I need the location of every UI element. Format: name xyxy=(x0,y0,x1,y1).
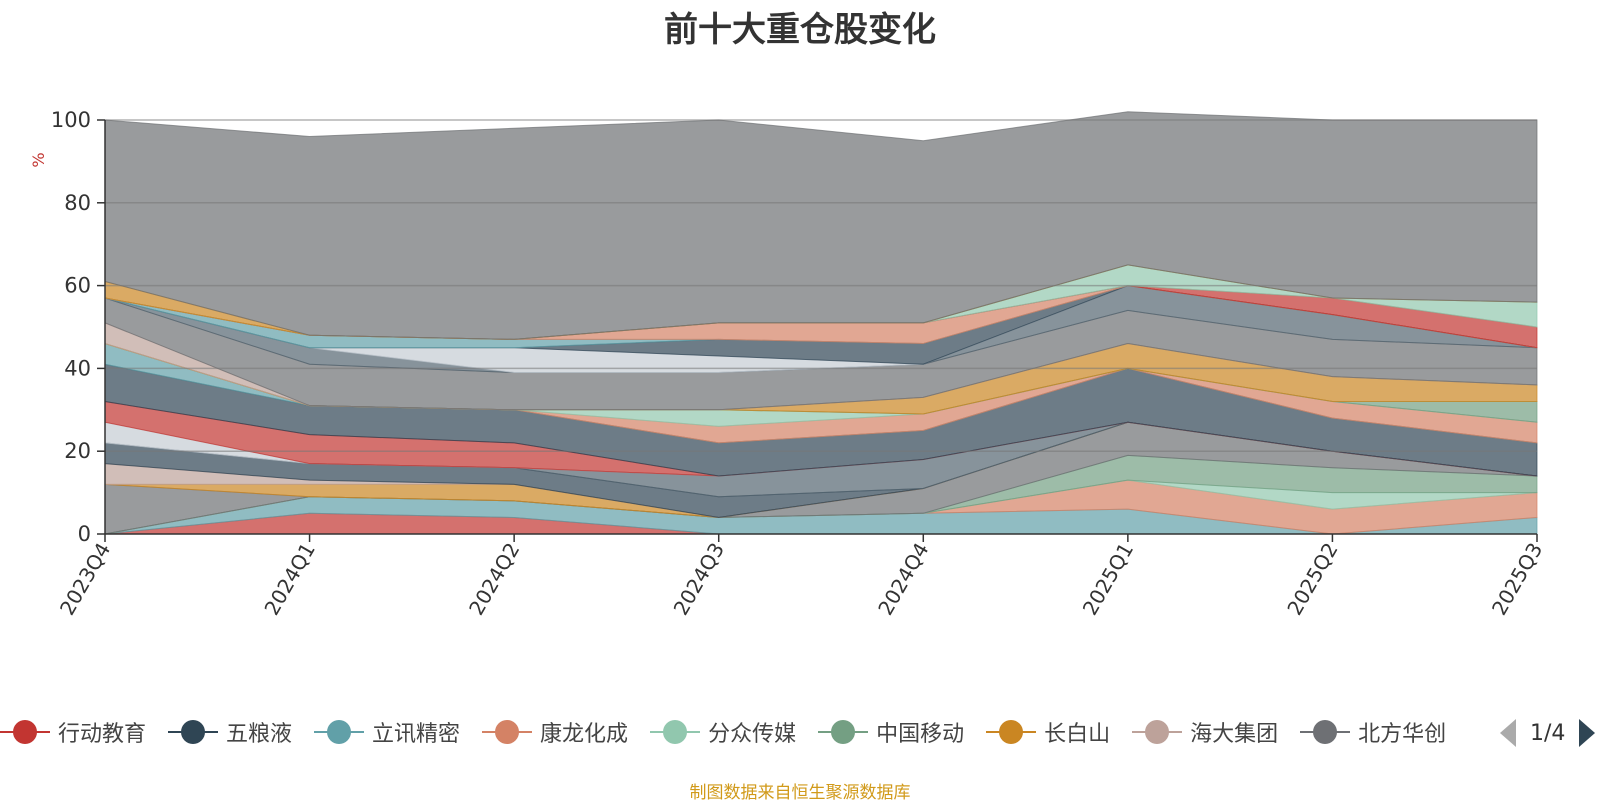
legend-item[interactable]: 康龙化成 xyxy=(482,712,628,752)
legend-item[interactable]: 分众传媒 xyxy=(650,712,796,752)
legend-item[interactable]: 海大集团 xyxy=(1132,712,1278,752)
legend-item[interactable]: 北方华创 xyxy=(1300,712,1446,752)
legend-marker-icon xyxy=(314,717,365,747)
legend-label: 分众传媒 xyxy=(708,722,797,747)
x-tick-label: 2024Q1 xyxy=(259,539,319,620)
x-tick-label: 2025Q2 xyxy=(1282,539,1342,620)
y-tick-label: 60 xyxy=(64,274,91,298)
chart-title: 前十大重仓股变化 xyxy=(664,10,936,50)
x-tick-label: 2024Q3 xyxy=(669,539,729,620)
legend-label: 长白山 xyxy=(1044,722,1111,747)
legend-next-page-icon[interactable] xyxy=(1579,719,1596,747)
legend-item[interactable]: 长白山 xyxy=(986,712,1110,752)
y-axis-unit-label: % xyxy=(29,152,48,167)
legend-label: 中国移动 xyxy=(876,722,965,747)
legend-label: 行动教育 xyxy=(58,722,147,747)
legend-marker-icon xyxy=(0,717,50,747)
x-tick-label: 2024Q4 xyxy=(873,539,933,620)
y-tick-label: 40 xyxy=(64,356,91,380)
legend-marker-icon xyxy=(818,717,869,747)
legend-marker-icon xyxy=(1132,717,1183,747)
x-tick-label: 2025Q1 xyxy=(1078,539,1138,620)
legend-item[interactable]: 中国移动 xyxy=(818,712,964,752)
legend-item[interactable]: 五粮液 xyxy=(168,712,292,752)
legend-item[interactable]: 立讯精密 xyxy=(314,712,460,752)
legend-item[interactable]: 行动教育 xyxy=(0,712,146,752)
legend-marker-icon xyxy=(482,717,533,747)
x-tick-label: 2023Q4 xyxy=(55,539,115,620)
y-tick-label: 80 xyxy=(64,191,91,215)
legend-marker-icon xyxy=(1300,717,1351,747)
legend-pager: 1/4 xyxy=(1500,716,1600,750)
legend-label: 北方华创 xyxy=(1358,722,1447,747)
legend-label: 五粮液 xyxy=(226,722,293,747)
legend-label: 海大集团 xyxy=(1190,722,1279,747)
legend: 行动教育 五粮液 立讯精密 康龙化成 分众传媒 中国移动 长白山 海大集团 北方华创 xyxy=(0,712,1480,752)
x-tick-label: 2024Q2 xyxy=(464,539,524,620)
y-tick-label: 0 xyxy=(78,522,91,546)
legend-label: 立讯精密 xyxy=(372,722,461,747)
legend-marker-icon xyxy=(168,717,219,747)
stacked-area-chart: 0 20 40 60 80 100 2023Q4 2024Q1 2024Q2 2024Q3 202… xyxy=(29,108,1547,620)
legend-page-indicator: 1/4 xyxy=(1530,720,1566,746)
legend-prev-page-icon[interactable] xyxy=(1500,719,1516,747)
y-tick-label: 20 xyxy=(64,439,91,463)
legend-marker-icon xyxy=(986,717,1037,747)
y-tick-label: 100 xyxy=(51,108,91,132)
legend-marker-icon xyxy=(650,717,701,747)
x-tick-label: 2025Q3 xyxy=(1487,539,1547,620)
legend-label: 康龙化成 xyxy=(540,722,629,747)
source-note: 制图数据来自恒生聚源数据库 xyxy=(689,783,911,803)
area-series-28[interactable] xyxy=(104,111,1538,340)
